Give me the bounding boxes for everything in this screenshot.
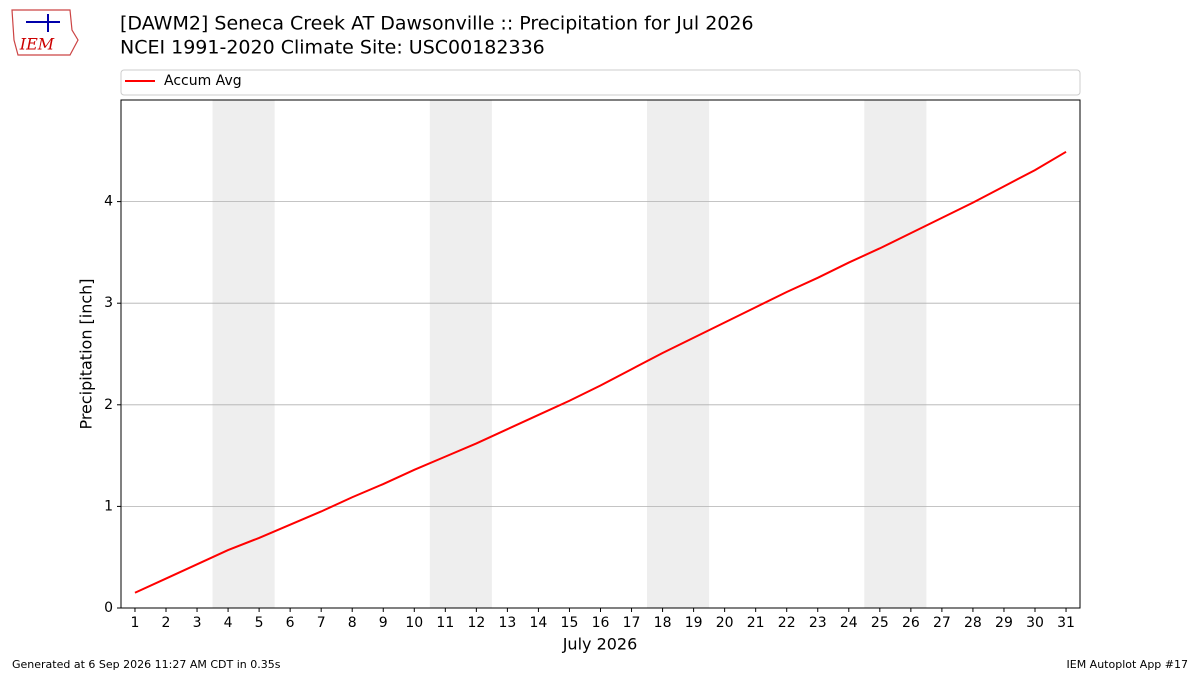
x-tick-label: 21 xyxy=(747,615,765,631)
logo-text: IEM xyxy=(19,35,55,54)
x-tick-label: 25 xyxy=(871,615,889,631)
y-tick-label: 3 xyxy=(104,295,113,311)
x-axis-label: July 2026 xyxy=(562,635,638,654)
logo: IEM xyxy=(11,9,79,56)
x-tick-label: 10 xyxy=(405,615,423,631)
x-tick-label: 26 xyxy=(902,615,920,631)
x-tick-label: 6 xyxy=(286,615,295,631)
footer-left: Generated at 6 Sep 2026 11:27 AM CDT in … xyxy=(12,658,281,671)
x-tick-label: 30 xyxy=(1026,615,1044,631)
x-tick-label: 2 xyxy=(162,615,171,631)
weekend-shade xyxy=(429,100,492,608)
y-tick-label: 1 xyxy=(104,498,113,514)
y-tick-label: 0 xyxy=(104,600,113,616)
chart-subtitle: NCEI 1991-2020 Climate Site: USC00182336 xyxy=(120,37,545,59)
x-tick-label: 1 xyxy=(131,615,140,631)
x-tick-label: 28 xyxy=(964,615,982,631)
x-tick-label: 29 xyxy=(995,615,1013,631)
x-tick-label: 19 xyxy=(685,615,703,631)
x-tick-label: 9 xyxy=(379,615,388,631)
x-tick-label: 22 xyxy=(778,615,796,631)
x-tick-label: 31 xyxy=(1057,615,1075,631)
x-tick-label: 13 xyxy=(498,615,516,631)
weekend-shade xyxy=(864,100,927,608)
chart-title: [DAWM2] Seneca Creek AT Dawsonville :: P… xyxy=(120,13,754,35)
x-tick-label: 7 xyxy=(317,615,326,631)
x-tick-label: 23 xyxy=(809,615,827,631)
weekend-shade xyxy=(212,100,275,608)
x-tick-label: 5 xyxy=(255,615,264,631)
x-tick-label: 12 xyxy=(467,615,485,631)
footer-right: IEM Autoplot App #17 xyxy=(1067,658,1189,671)
x-tick-label: 14 xyxy=(530,615,548,631)
x-tick-label: 20 xyxy=(716,615,734,631)
weekend-shade xyxy=(647,100,710,608)
data-line xyxy=(134,150,1067,594)
x-tick-label: 8 xyxy=(348,615,357,631)
x-tick-label: 4 xyxy=(224,615,233,631)
x-tick-label: 16 xyxy=(592,615,610,631)
x-tick-label: 11 xyxy=(436,615,454,631)
plot-frame xyxy=(120,99,1081,609)
x-tick-label: 24 xyxy=(840,615,858,631)
x-tick-label: 15 xyxy=(561,615,579,631)
x-tick-label: 3 xyxy=(193,615,202,631)
y-tick-label: 4 xyxy=(104,194,113,210)
x-tick-label: 17 xyxy=(623,615,641,631)
y-tick-label: 2 xyxy=(104,397,113,413)
legend-label: Accum Avg xyxy=(164,73,242,89)
x-tick-label: 27 xyxy=(933,615,951,631)
legend-box xyxy=(120,69,1081,96)
x-tick-label: 18 xyxy=(654,615,672,631)
y-axis-label: Precipitation [inch] xyxy=(77,278,96,429)
